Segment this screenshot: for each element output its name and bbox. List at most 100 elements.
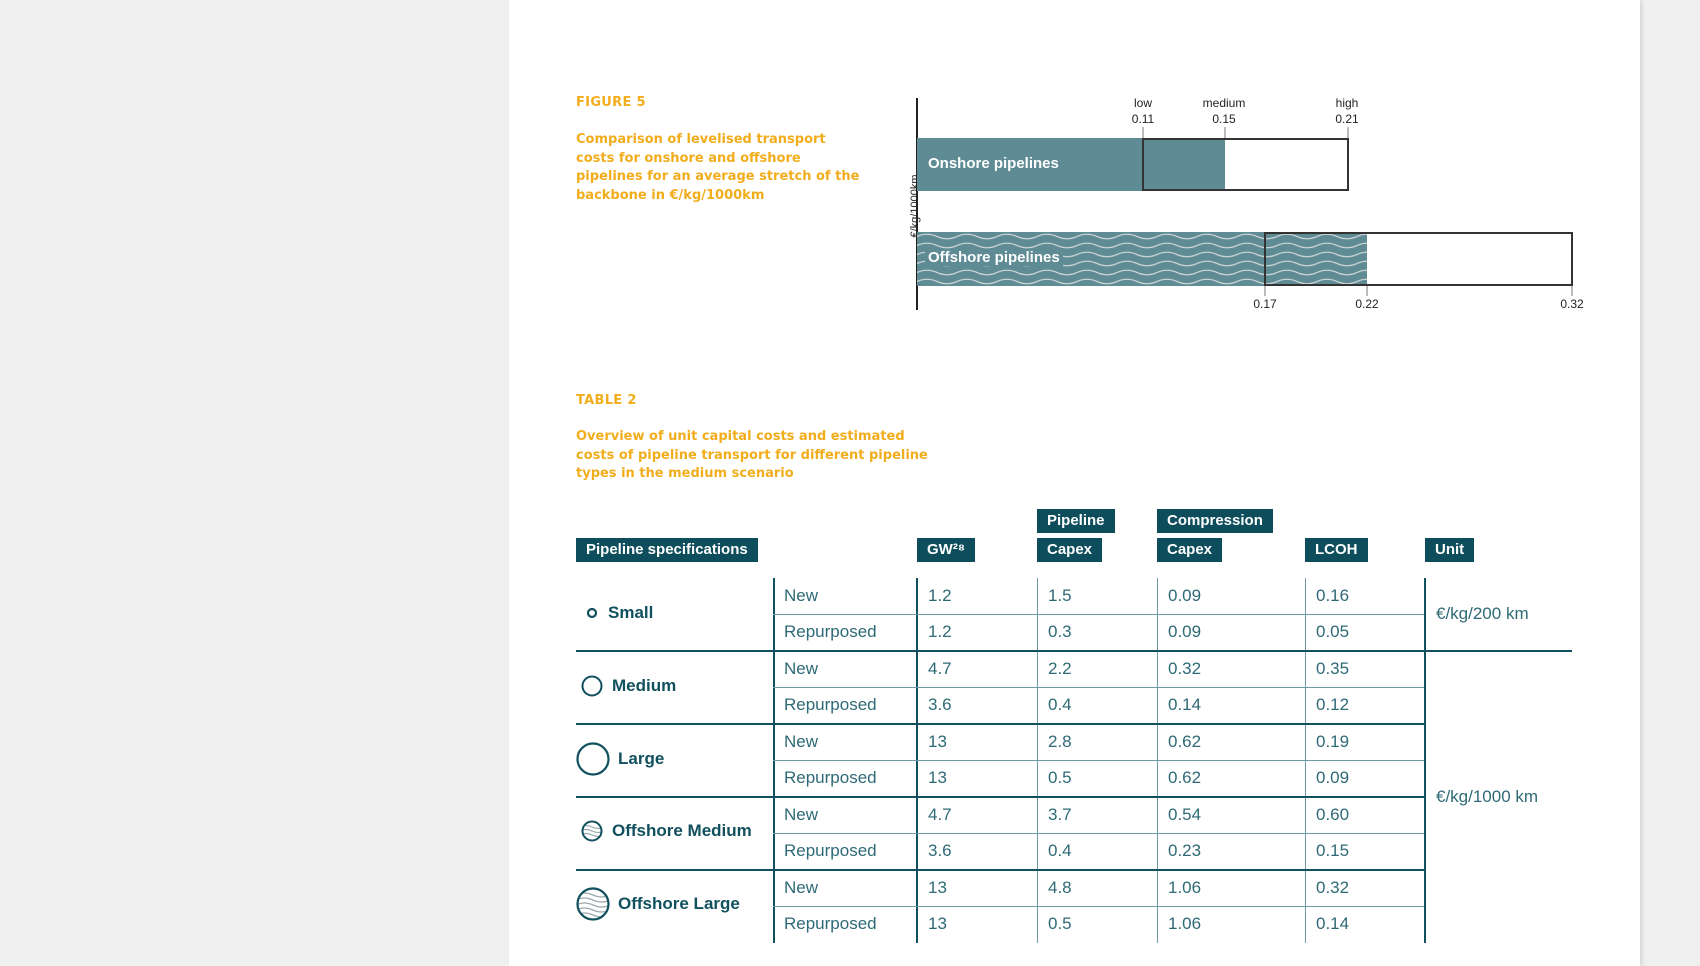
tick-offshore-high — [1571, 286, 1573, 296]
offshore-large-wave-circle-icon — [576, 887, 610, 921]
cell-pipeline-capex: 1.5 — [1048, 586, 1072, 605]
onshore-bar-label: Onshore pipelines — [928, 155, 1059, 172]
header-compression-capex-bottom: Capex — [1157, 538, 1223, 562]
cell-gw: 13 — [928, 914, 947, 933]
tick-offshore-low — [1264, 286, 1266, 296]
cell-gw: 13 — [928, 878, 947, 897]
offshore-bar-label: Offshore pipelines — [925, 249, 1063, 266]
cell-compression-capex: 0.32 — [1168, 659, 1202, 678]
figure-caption: Comparison of levelised transport costs … — [576, 132, 860, 203]
cell-compression-capex: 0.62 — [1168, 732, 1202, 751]
cell-type: Repurposed — [784, 841, 877, 860]
cell-pipeline-capex: 0.4 — [1048, 841, 1072, 860]
cell-type: New — [784, 878, 819, 897]
row-divider — [773, 687, 1424, 688]
cell-lcoh: 0.16 — [1316, 586, 1350, 605]
onshore-range-box — [1142, 138, 1349, 191]
cell-lcoh: 0.19 — [1316, 732, 1350, 751]
cell-compression-capex: 1.06 — [1168, 914, 1202, 933]
y-axis — [916, 98, 918, 310]
cell-gw: 4.7 — [928, 805, 952, 824]
cell-gw: 4.7 — [928, 659, 952, 678]
cell-pipeline-capex: 0.5 — [1048, 914, 1072, 933]
cell-compression-capex: 0.23 — [1168, 841, 1202, 860]
label-offshore-high: 0.32 — [1560, 297, 1584, 311]
cell-gw: 13 — [928, 732, 947, 751]
cell-lcoh: 0.32 — [1316, 878, 1350, 897]
small-circle-icon — [586, 607, 598, 619]
cell-type: New — [784, 586, 819, 605]
spec-offshore-medium: Offshore Medium — [580, 818, 752, 844]
cell-lcoh: 0.09 — [1316, 768, 1350, 787]
tick-high — [1347, 127, 1349, 138]
cell-lcoh: 0.60 — [1316, 805, 1350, 824]
label-low-name: low — [1133, 96, 1152, 110]
spec-offshore-large: Offshore Large — [576, 887, 740, 921]
header-lcoh: LCOH — [1305, 538, 1368, 562]
cell-gw: 1.2 — [928, 586, 952, 605]
label-medium-value: 0.15 — [1212, 112, 1236, 126]
cell-compression-capex: 0.09 — [1168, 622, 1202, 641]
header-unit: Unit — [1425, 538, 1475, 562]
large-circle-icon — [576, 742, 610, 776]
cell-type: Repurposed — [784, 914, 877, 933]
onshore-bar — [917, 138, 1225, 191]
tick-low — [1142, 127, 1144, 138]
unit-small: €/kg/200 km — [1436, 604, 1529, 623]
tick-offshore-medium — [1366, 286, 1368, 296]
cell-lcoh: 0.12 — [1316, 695, 1350, 714]
row-divider — [773, 906, 1424, 907]
header-pipeline-capex-bottom: Capex — [1037, 538, 1103, 562]
spec-large: Large — [576, 742, 664, 776]
cell-lcoh: 0.05 — [1316, 622, 1350, 641]
header-pipeline-capex-top: Pipeline — [1037, 509, 1115, 533]
cell-lcoh: 0.15 — [1316, 841, 1350, 860]
cell-type: New — [784, 805, 819, 824]
cell-pipeline-capex: 4.8 — [1048, 878, 1072, 897]
row-divider — [773, 833, 1424, 834]
group-divider — [576, 869, 1424, 871]
spec-medium: Medium — [580, 673, 676, 699]
group-divider — [576, 650, 1572, 652]
label-high-value: 0.21 — [1335, 112, 1359, 126]
cell-compression-capex: 0.14 — [1168, 695, 1202, 714]
tick-medium — [1224, 127, 1226, 138]
offshore-range-box — [1264, 232, 1573, 286]
cell-type: New — [784, 732, 819, 751]
cell-pipeline-capex: 0.3 — [1048, 622, 1072, 641]
label-medium-name: medium — [1202, 96, 1246, 110]
cell-type: Repurposed — [784, 768, 877, 787]
cell-type: Repurposed — [784, 622, 877, 641]
cell-type: Repurposed — [784, 695, 877, 714]
cell-pipeline-capex: 0.4 — [1048, 695, 1072, 714]
cell-lcoh: 0.35 — [1316, 659, 1350, 678]
cell-gw: 3.6 — [928, 841, 952, 860]
row-divider — [773, 760, 1424, 761]
offshore-medium-wave-circle-icon — [581, 820, 603, 842]
cell-type: New — [784, 659, 819, 678]
spec-small: Small — [580, 600, 653, 626]
cell-pipeline-capex: 3.7 — [1048, 805, 1072, 824]
cell-pipeline-capex: 2.2 — [1048, 659, 1072, 678]
cell-compression-capex: 0.62 — [1168, 768, 1202, 787]
row-divider — [773, 614, 1424, 615]
cell-pipeline-capex: 0.5 — [1048, 768, 1072, 787]
table-label: TABLE 2 — [576, 393, 637, 408]
header-gw: GW²⁸ — [917, 538, 975, 562]
group-divider — [576, 723, 1424, 725]
cell-gw: 3.6 — [928, 695, 952, 714]
cell-compression-capex: 1.06 — [1168, 878, 1202, 897]
label-low-value: 0.11 — [1131, 112, 1155, 126]
group-divider — [576, 796, 1424, 798]
cell-compression-capex: 0.09 — [1168, 586, 1202, 605]
label-high-name: high — [1335, 96, 1359, 110]
label-offshore-medium: 0.22 — [1355, 297, 1379, 311]
header-compression-capex-top: Compression — [1157, 509, 1273, 533]
cell-gw: 13 — [928, 768, 947, 787]
offshore-bar — [917, 232, 1367, 286]
cell-gw: 1.2 — [928, 622, 952, 641]
cell-pipeline-capex: 2.8 — [1048, 732, 1072, 751]
table-divider — [1424, 578, 1426, 943]
header-pipeline-specifications: Pipeline specifications — [576, 538, 758, 562]
cell-compression-capex: 0.54 — [1168, 805, 1202, 824]
